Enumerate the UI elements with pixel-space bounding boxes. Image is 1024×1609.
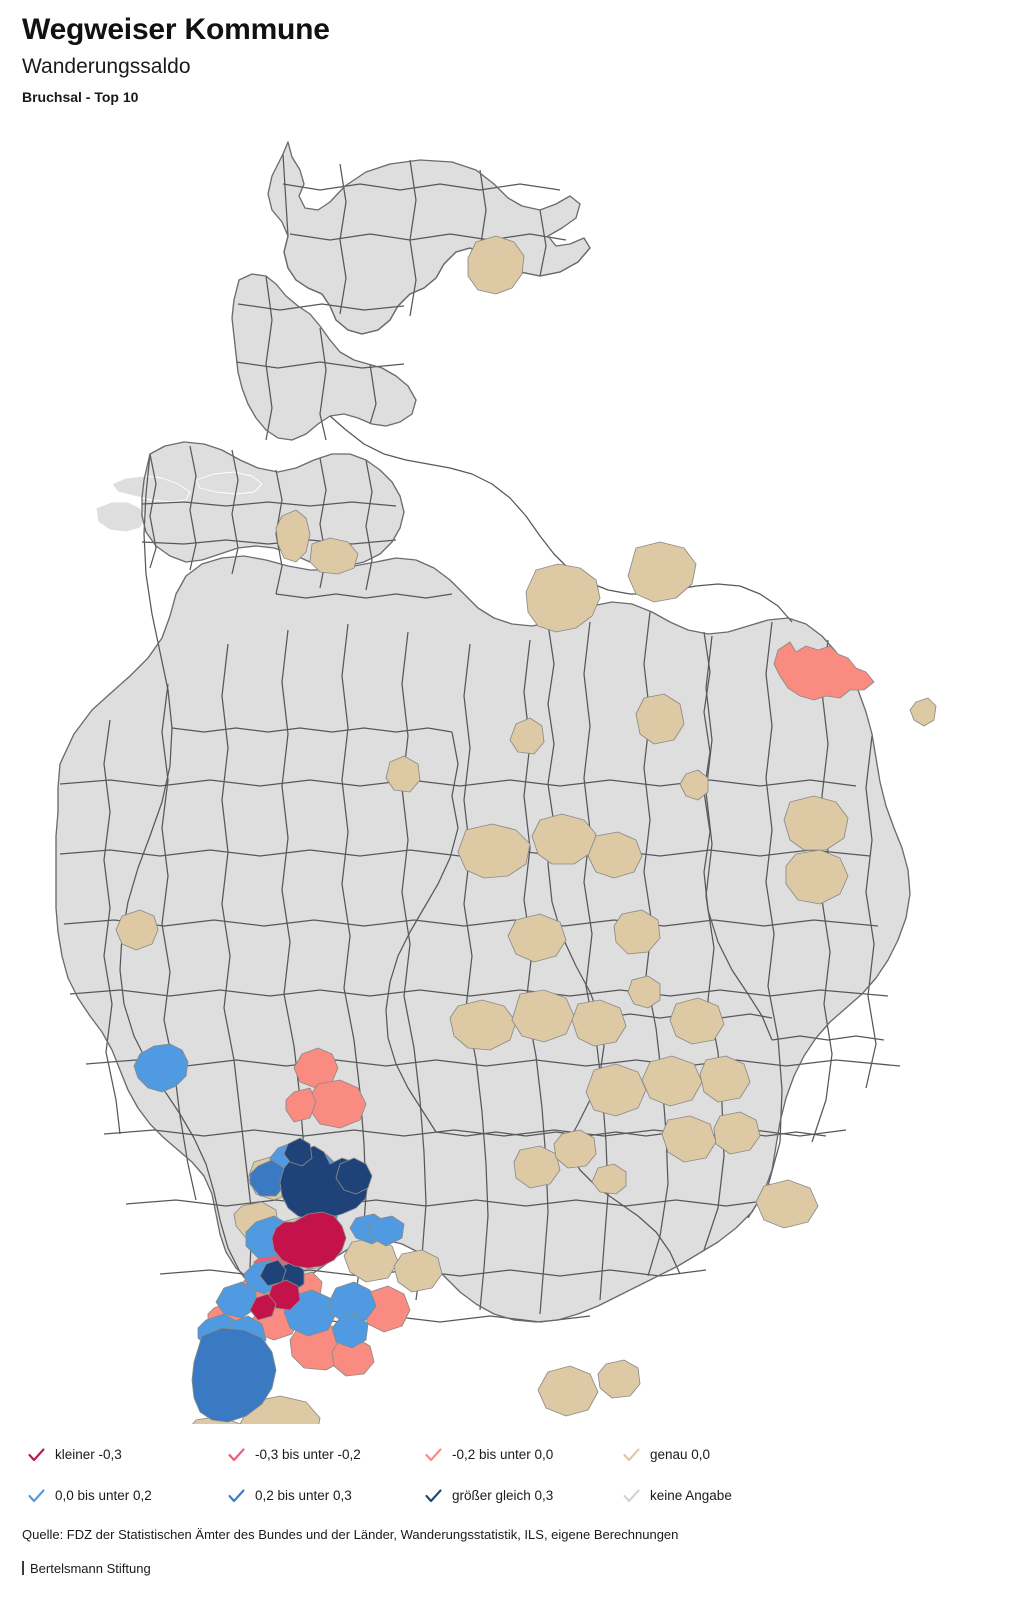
region-genau-0	[394, 1250, 442, 1292]
region-genau-0	[538, 1366, 598, 1416]
region-crimson	[250, 1294, 276, 1320]
brand-footer: Bertelsmann Stiftung	[22, 1561, 151, 1577]
region-genau-0	[670, 998, 724, 1044]
check-icon	[28, 1448, 45, 1462]
legend-item-keine-angabe[interactable]: keine Angabe	[623, 1489, 823, 1503]
legend-label: kleiner -0,3	[55, 1447, 122, 1463]
check-icon	[228, 1489, 245, 1503]
region-genau-0	[614, 910, 660, 954]
district-borders	[59, 159, 901, 1323]
region-light-blue	[134, 1044, 188, 1092]
check-icon	[623, 1448, 640, 1462]
region-light-blue	[216, 1282, 256, 1318]
region-genau-0	[532, 814, 596, 864]
country-outline	[56, 142, 910, 1322]
region-genau-0	[636, 694, 684, 744]
region-ortenaukreis	[192, 1328, 276, 1422]
legend-label: keine Angabe	[650, 1488, 732, 1504]
check-icon	[28, 1489, 45, 1503]
region-genau-0	[662, 1116, 716, 1162]
region-dark-navy	[284, 1138, 312, 1166]
legend-row-2: 0,0 bis unter 0,2 0,2 bis unter 0,3 größ…	[0, 1489, 1024, 1503]
check-icon	[623, 1489, 640, 1503]
region-genau-0	[628, 976, 660, 1008]
map-base-regions	[56, 142, 910, 1322]
region-genau-0	[598, 1360, 640, 1398]
region-genau-0	[508, 914, 566, 962]
region-genau-0	[468, 236, 524, 294]
region-genau-0	[588, 832, 642, 878]
region-genau-0	[510, 718, 544, 754]
legend-item-0-to-02[interactable]: 0,0 bis unter 0,2	[0, 1489, 228, 1503]
legend-label: 0,0 bis unter 0,2	[55, 1488, 152, 1504]
region-genau-0	[116, 910, 158, 950]
region-light-blue	[332, 1314, 368, 1348]
brand-bar-icon	[22, 1561, 24, 1575]
map-legend: kleiner -0,3 -0,3 bis unter -0,2 -0,2 bi…	[0, 1448, 1024, 1503]
region-light-blue	[330, 1282, 376, 1324]
legend-label: 0,2 bis unter 0,3	[255, 1488, 352, 1504]
region-genau-0	[310, 538, 358, 574]
brand-name: Bertelsmann Stiftung	[30, 1561, 151, 1576]
region-genau-0	[572, 1000, 626, 1046]
page-subtitle: Wanderungssaldo	[22, 55, 191, 79]
source-note: Quelle: FDZ der Statistischen Ämter des …	[22, 1527, 679, 1542]
region-genau-0	[910, 698, 936, 726]
legend-label: genau 0,0	[650, 1447, 711, 1463]
legend-item-minus02-to-0[interactable]: -0,2 bis unter 0,0	[425, 1448, 623, 1462]
page-header: Wegweiser Kommune Wanderungssaldo Bruchs…	[22, 13, 982, 105]
region-genau-0	[642, 1056, 702, 1106]
region-berlin	[774, 642, 874, 700]
highlighted-regions[interactable]	[116, 236, 936, 1424]
region-genau-0	[386, 756, 420, 792]
region-dark-navy	[336, 1158, 372, 1194]
region-genau-0	[458, 824, 530, 878]
legend-item-kleiner-minus-03[interactable]: kleiner -0,3	[0, 1448, 228, 1462]
region-genau-0	[554, 1130, 596, 1168]
legend-label: -0,2 bis unter 0,0	[452, 1447, 554, 1463]
region-genau-0	[450, 1000, 516, 1050]
page-title: Wegweiser Kommune	[22, 13, 330, 46]
region-bruchsal	[272, 1212, 346, 1268]
region-light-blue	[368, 1216, 404, 1246]
region-genau-0	[786, 850, 848, 904]
region-genau-0	[514, 1146, 560, 1188]
region-genau-0	[628, 542, 696, 602]
region-genau-0	[276, 510, 310, 562]
legend-item-groesser-gleich-03[interactable]: größer gleich 0,3	[425, 1489, 623, 1503]
page-selection-label: Bruchsal - Top 10	[22, 88, 139, 105]
region-genau-0	[700, 1056, 750, 1102]
legend-label: größer gleich 0,3	[452, 1488, 554, 1504]
region-genau-0	[592, 1164, 626, 1194]
region-salmon	[286, 1088, 316, 1122]
check-icon	[425, 1448, 442, 1462]
map-svg[interactable]	[0, 124, 1024, 1424]
region-genau-0	[714, 1112, 760, 1154]
region-mid-blue	[250, 1160, 286, 1196]
region-genau-0	[586, 1064, 646, 1116]
region-genau-0	[526, 564, 600, 632]
region-genau-0	[680, 770, 708, 800]
check-icon	[425, 1489, 442, 1503]
legend-item-02-to-03[interactable]: 0,2 bis unter 0,3	[228, 1489, 425, 1503]
region-genau-0	[512, 990, 574, 1042]
region-genau-0	[784, 796, 848, 850]
legend-label: -0,3 bis unter -0,2	[255, 1447, 361, 1463]
germany-choropleth-map[interactable]	[0, 124, 1024, 1424]
region-genau-0	[756, 1180, 818, 1228]
legend-item-minus03-to-minus02[interactable]: -0,3 bis unter -0,2	[228, 1448, 425, 1462]
legend-item-genau-0[interactable]: genau 0,0	[623, 1448, 823, 1462]
legend-row-1: kleiner -0,3 -0,3 bis unter -0,2 -0,2 bi…	[0, 1448, 1024, 1462]
check-icon	[228, 1448, 245, 1462]
